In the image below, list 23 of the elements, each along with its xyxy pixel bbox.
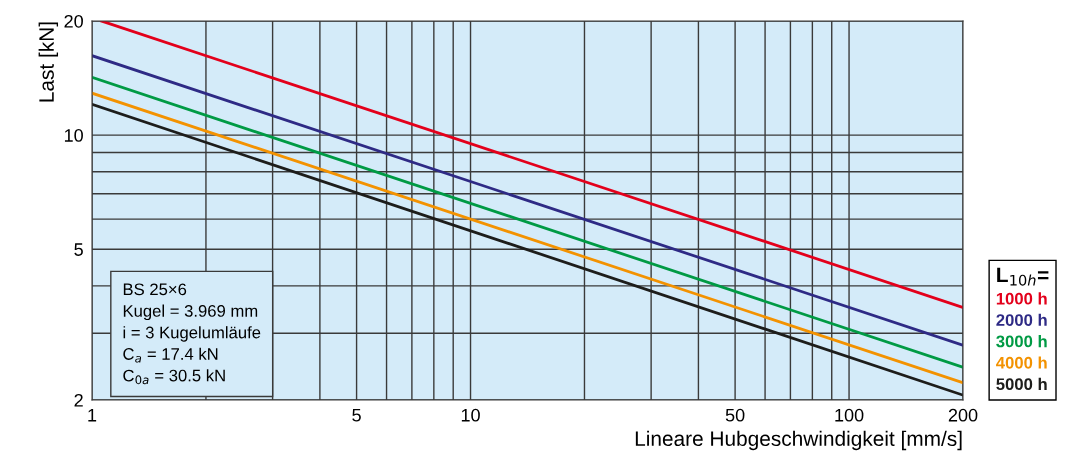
annotation: BS 25×6 xyxy=(123,283,187,296)
x-tick-label: 100 xyxy=(835,408,864,422)
y-tick-label: 10 xyxy=(64,129,83,142)
annotation: i = 3 Kugelumläufe xyxy=(123,326,261,342)
x-tick-label: 5 xyxy=(352,409,361,422)
x-tick-label: 200 xyxy=(948,408,978,422)
annotation: C$_{a}$ = 17.4 kN xyxy=(123,347,218,363)
text: 5000 h xyxy=(996,377,1047,391)
text: 1000 h xyxy=(996,292,1047,305)
y-tick-label: 2 xyxy=(74,393,83,407)
annotation: C$_{0a}$ = 30.5 kN xyxy=(123,369,225,385)
x-tick-label: 50 xyxy=(725,408,745,422)
annotation: Kugel = 3.969 mm xyxy=(123,304,258,321)
text: 3000 h xyxy=(996,335,1047,348)
y-tick-label: 5 xyxy=(74,243,83,256)
y-axis-title: Last [kN] xyxy=(38,22,59,102)
text: 4000 h xyxy=(996,356,1047,369)
text: 2000 h xyxy=(996,313,1047,326)
x-tick-label: 10 xyxy=(461,408,480,422)
legend-title: L$_{10h}$= xyxy=(997,267,1049,286)
x-tick-label: 1 xyxy=(88,409,97,422)
x-axis-title: Lineare Hubgeschwindigkeit [mm/s] xyxy=(635,430,962,451)
y-tick-label: 20 xyxy=(64,14,83,28)
